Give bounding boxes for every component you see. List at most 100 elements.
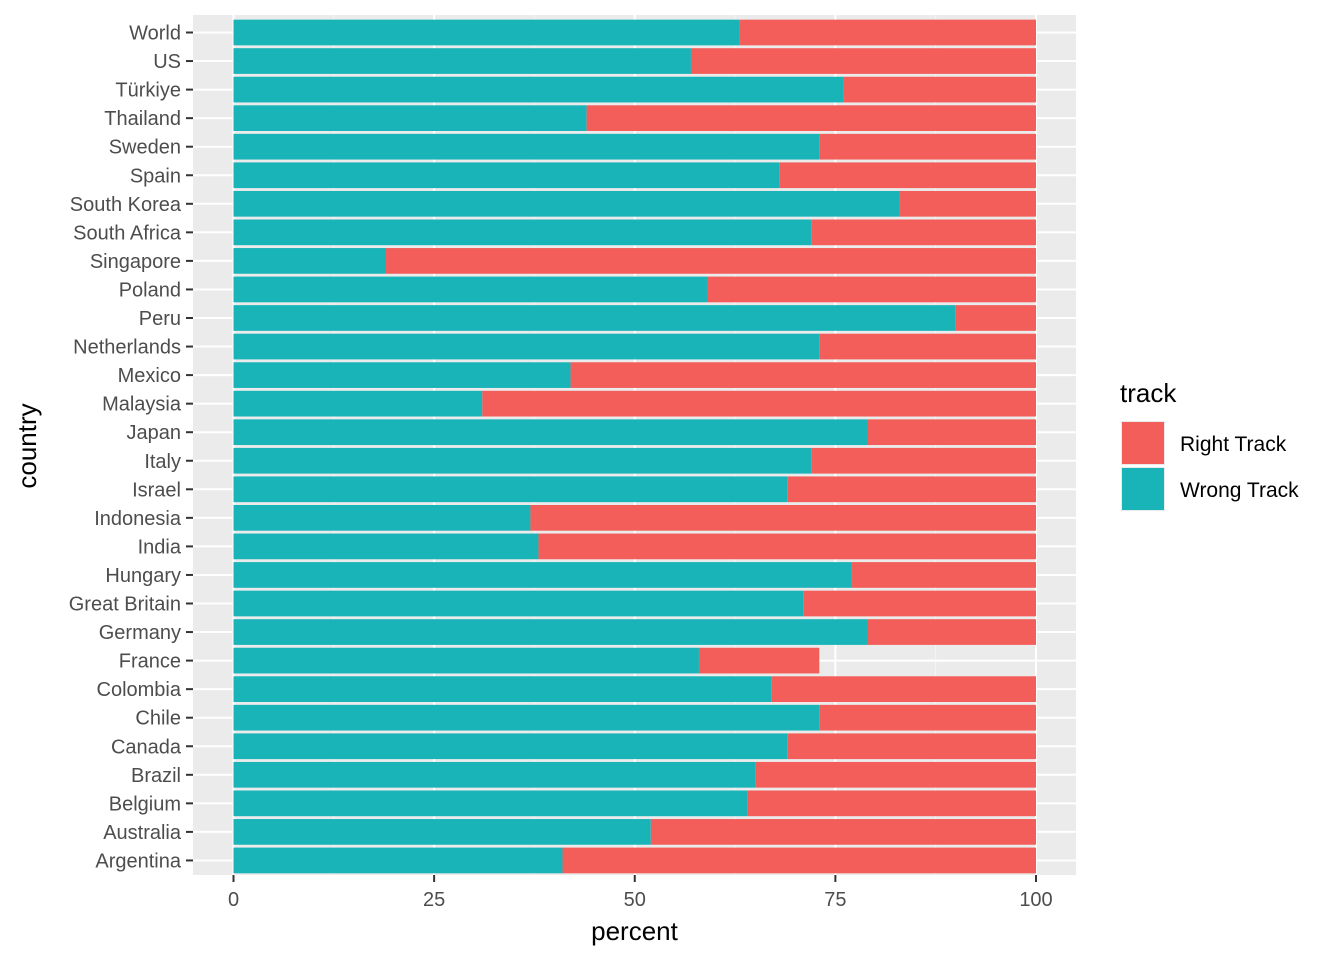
x-tick-label: 75 — [824, 889, 846, 911]
legend-title: track — [1120, 378, 1177, 408]
x-axis: 0 25 50 75 100 — [228, 875, 1053, 911]
bar-segment — [233, 476, 788, 503]
bar-segment — [233, 761, 756, 788]
bars — [233, 19, 1037, 874]
y-tick-label: Colombia — [97, 679, 182, 701]
bar-segment — [706, 276, 1036, 303]
bar-segment — [867, 619, 1036, 645]
bar-segment — [690, 48, 1036, 74]
bar-segment — [530, 505, 1036, 531]
y-tick-label: France — [119, 651, 181, 673]
bar-segment — [233, 305, 956, 331]
y-tick-label: Israel — [132, 479, 181, 501]
bar-segment — [233, 48, 691, 74]
y-tick-label: Hungary — [105, 565, 181, 587]
bar-segment — [955, 305, 1036, 331]
bar-segment — [233, 533, 539, 560]
y-tick-label: Japan — [127, 422, 182, 444]
x-axis-title: percent — [591, 916, 678, 946]
x-tick-label: 0 — [228, 889, 239, 911]
bar-segment — [482, 390, 1036, 417]
bar-segment — [698, 647, 820, 674]
y-tick-label: Brazil — [131, 765, 181, 787]
bar-segment — [787, 733, 1036, 760]
y-tick-label: Türkiye — [115, 80, 181, 102]
bar-segment — [233, 390, 483, 417]
bar-segment — [739, 19, 1036, 46]
bar-segment — [233, 505, 531, 531]
bar-segment — [233, 676, 772, 702]
y-tick-label: Peru — [139, 308, 181, 330]
bar-segment — [233, 447, 812, 474]
y-tick-label: World — [129, 23, 181, 45]
bar-segment — [233, 647, 699, 674]
bar-segment — [819, 704, 1036, 731]
y-tick-label: India — [138, 536, 182, 558]
legend-entry-label: Wrong Track — [1180, 479, 1299, 502]
bar-segment — [233, 362, 571, 388]
bar-segment — [233, 819, 651, 845]
bar-segment — [779, 162, 1036, 189]
bar-segment — [233, 162, 780, 189]
legend: track Right Track Wrong Track — [1120, 378, 1299, 511]
bar-segment — [562, 847, 1036, 874]
y-tick-label: Netherlands — [73, 337, 181, 359]
bar-segment — [811, 447, 1036, 474]
bar-segment — [650, 819, 1036, 845]
bar-segment — [233, 219, 812, 246]
y-tick-label: Argentina — [95, 850, 181, 872]
y-tick-label: Singapore — [90, 251, 181, 273]
y-tick-label: Germany — [99, 622, 181, 644]
y-tick-label: Sweden — [109, 137, 181, 159]
bar-segment — [899, 190, 1036, 217]
y-tick-label: Mexico — [118, 365, 181, 387]
bar-segment — [233, 333, 820, 360]
y-tick-label: US — [153, 51, 181, 73]
bar-segment — [803, 590, 1036, 617]
x-tick-label: 100 — [1019, 889, 1052, 911]
bar-segment — [233, 105, 587, 131]
bar-segment — [771, 676, 1036, 702]
y-tick-label: Italy — [144, 451, 181, 473]
bar-segment — [755, 761, 1036, 788]
bar-segment — [233, 19, 740, 46]
bar-segment — [233, 248, 386, 274]
bar-segment — [233, 619, 868, 645]
y-tick-label: Belgium — [109, 793, 181, 815]
y-tick-label: South Africa — [73, 222, 182, 244]
bar-segment — [385, 248, 1037, 274]
x-tick-label: 50 — [624, 889, 646, 911]
bar-segment — [819, 133, 1036, 160]
bar-segment — [538, 533, 1036, 560]
bar-segment — [233, 276, 707, 303]
y-tick-label: Great Britain — [69, 594, 181, 616]
bar-segment — [233, 847, 563, 874]
bar-segment — [233, 704, 820, 731]
bar-segment — [233, 562, 852, 588]
bar-segment — [233, 190, 900, 217]
legend-key-swatch — [1122, 468, 1164, 510]
y-tick-label: Thailand — [104, 108, 181, 130]
y-axis-title: country — [12, 403, 42, 488]
bar-segment — [233, 419, 868, 446]
y-tick-label: Canada — [111, 736, 182, 758]
bar-segment — [586, 105, 1036, 131]
y-tick-label: Malaysia — [102, 394, 182, 416]
y-tick-label: Indonesia — [94, 508, 182, 530]
bar-segment — [233, 76, 844, 103]
bar-segment — [867, 419, 1036, 446]
y-tick-label: Spain — [130, 165, 181, 187]
legend-entry-label: Right Track — [1180, 433, 1287, 456]
bar-segment — [570, 362, 1036, 388]
bar-segment — [811, 219, 1036, 246]
y-axis: World US Türkiye Thailand Sweden Spain South K… — [69, 23, 193, 872]
y-tick-label: Australia — [103, 822, 182, 844]
legend-key-swatch — [1122, 422, 1164, 464]
bar-segment — [747, 790, 1036, 817]
y-tick-label: South Korea — [70, 194, 182, 216]
bar-segment — [851, 562, 1036, 588]
bar-segment — [233, 790, 748, 817]
bar-segment — [787, 476, 1036, 503]
